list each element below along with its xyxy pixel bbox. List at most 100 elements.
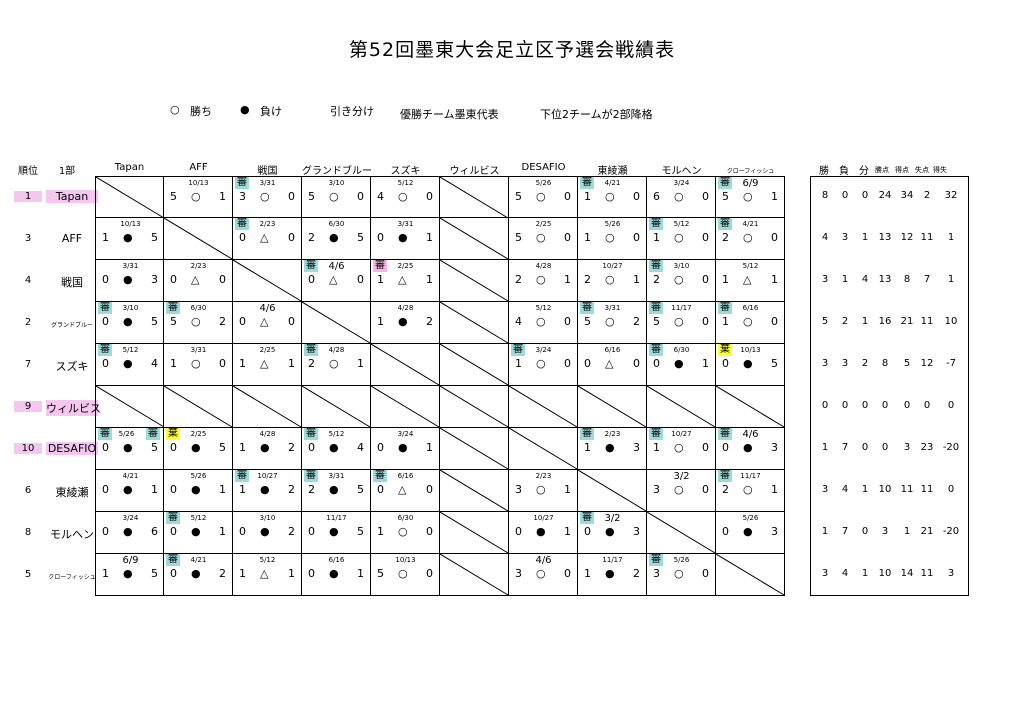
stat-value: 2 [923, 190, 931, 201]
own-goals: 0 [308, 441, 315, 454]
result-symbol: ● [260, 441, 270, 454]
result-symbol: ● [674, 357, 684, 370]
diagonal-line [233, 386, 302, 428]
referee-mark: 審 [166, 512, 180, 524]
row-label: 5 クローフィッシュ [10, 554, 96, 596]
stat-value: 11 [900, 484, 914, 495]
diagonal-line [716, 554, 785, 596]
team-name: Tapan [46, 190, 98, 203]
opp-goals: 1 [357, 357, 364, 370]
result-symbol: ○ [605, 231, 615, 244]
opp-goals: 3 [771, 441, 778, 454]
match-date: 11/17 [740, 472, 761, 480]
opp-goals: 2 [633, 567, 640, 580]
own-goals: 0 [102, 441, 109, 454]
match-cell: 5/26 0 ● 1 [164, 470, 233, 512]
result-symbol: ○ [398, 525, 408, 538]
row-label: 4 戦国 [10, 260, 93, 302]
match-cell: 審 3/31 2 ● 5 [302, 470, 371, 512]
opp-goals: 5 [357, 525, 364, 538]
match-date: 5/12 [673, 220, 690, 228]
diagonal-line [578, 386, 647, 428]
opp-goals: 0 [426, 567, 433, 580]
match-cell: 4/28 1 ● 2 [233, 428, 302, 470]
opp-goals: 0 [288, 315, 295, 328]
empty-cell [716, 386, 785, 428]
empty-cell [647, 386, 716, 428]
own-goals: 1 [722, 273, 729, 286]
referee-mark: 審 [718, 177, 732, 189]
result-symbol: ● [329, 567, 339, 580]
opp-goals: 2 [219, 567, 226, 580]
own-goals: 5 [653, 315, 660, 328]
result-symbol: ○ [191, 190, 201, 203]
opp-goals: 0 [564, 231, 571, 244]
opp-goals: 0 [702, 190, 709, 203]
diagonal-line [509, 386, 578, 428]
self-cell [164, 218, 233, 260]
match-date: 10/27 [533, 514, 554, 522]
result-symbol: ● [123, 357, 133, 370]
stat-value: 1 [821, 442, 829, 453]
result-symbol: ○ [674, 231, 684, 244]
opp-goals: 2 [426, 315, 433, 328]
own-goals: 0 [377, 441, 384, 454]
result-symbol: ○ [674, 483, 684, 496]
match-date: 6/16 [742, 304, 759, 312]
stat-value: 24 [878, 190, 892, 201]
match-date: 2/23 [259, 220, 276, 228]
diagonal-line [233, 260, 302, 302]
diagonal-line [164, 218, 233, 260]
referee-mark: 審 [373, 260, 387, 272]
match-date: 11/17 [326, 514, 347, 522]
stat-value: 13 [878, 274, 892, 285]
match-date: 5/12 [742, 262, 759, 270]
stat-value: 1 [861, 316, 869, 327]
match-cell: 3/31 1 ○ 0 [164, 344, 233, 386]
stat-value: 10 [878, 484, 892, 495]
header-stat: 勝 [819, 166, 829, 177]
diagonal-line [96, 177, 165, 219]
match-date: 6/16 [604, 346, 621, 354]
empty-cell [578, 386, 647, 428]
result-symbol: ○ [536, 315, 546, 328]
own-goals: 2 [308, 357, 315, 370]
result-symbol: ● [191, 525, 201, 538]
opp-goals: 0 [702, 567, 709, 580]
result-symbol: ● [605, 441, 615, 454]
match-date: 3/31 [328, 472, 345, 480]
stat-value: 7 [841, 442, 849, 453]
stat-value: 11 [920, 484, 934, 495]
match-date: 5/26 [118, 430, 135, 438]
rank-value: 6 [24, 485, 32, 496]
match-date: 3/24 [535, 346, 552, 354]
own-goals: 0 [239, 231, 246, 244]
header-stat: 得点 [895, 166, 909, 174]
match-date: 3/31 [604, 304, 621, 312]
match-cell: 4/28 2 ○ 1 [509, 260, 578, 302]
opp-goals: 4 [357, 441, 364, 454]
result-symbol: ● [123, 441, 133, 454]
diagonal-line [440, 386, 509, 428]
match-date: 2/25 [190, 430, 207, 438]
self-cell [95, 176, 165, 219]
own-goals: 0 [308, 567, 315, 580]
match-date: 5/12 [190, 514, 207, 522]
match-cell: 3/10 5 ○ 0 [302, 176, 371, 218]
match-date: 2/23 [190, 262, 207, 270]
rank-value: 7 [24, 359, 32, 370]
referee-mark: 審 [304, 470, 318, 482]
own-goals: 1 [239, 357, 246, 370]
stats-row: 3 1 4 13 8 7 1 [810, 260, 969, 302]
stats-row: 3 3 2 8 5 12 -7 [810, 344, 969, 386]
result-symbol: ● [743, 357, 753, 370]
opp-goals: 1 [219, 483, 226, 496]
own-goals: 2 [515, 273, 522, 286]
stat-value: 11 [920, 316, 934, 327]
result-symbol: ○ [743, 190, 753, 203]
opp-goals: 0 [219, 357, 226, 370]
row-label: 10 DESAFIO [10, 428, 98, 470]
note-champion: 優勝チーム墨東代表 [400, 108, 499, 121]
row-label: 2 グランドブルー [10, 302, 93, 344]
empty-cell [509, 386, 578, 428]
